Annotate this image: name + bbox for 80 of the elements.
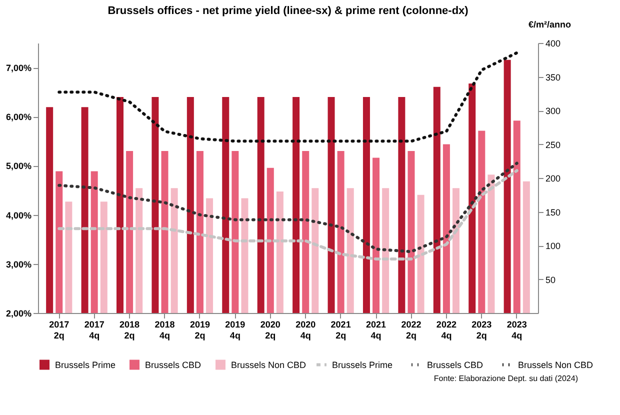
bar [417, 194, 424, 313]
x-tick-label: 2017 2q [49, 320, 70, 340]
y2-tick-label: 100 [546, 241, 561, 251]
bar [170, 188, 178, 313]
bar [372, 158, 380, 313]
bar [232, 151, 239, 313]
legend-label: Brussels Prime [332, 360, 393, 370]
line-series [58, 51, 518, 143]
legend-label: Brussels Non CBD [518, 360, 594, 370]
bar [346, 188, 354, 313]
y2-tick-label: 350 [546, 72, 561, 82]
bar [328, 97, 335, 313]
bar [452, 188, 460, 313]
bar [408, 151, 415, 313]
bar [90, 171, 98, 313]
bar [257, 97, 264, 313]
bar [266, 168, 274, 313]
bar [382, 188, 390, 313]
y2-tick-label: 150 [546, 207, 561, 218]
bar [302, 151, 310, 313]
bar [56, 171, 63, 313]
y-tick-label: 3,00% [6, 259, 32, 270]
bar [488, 174, 495, 313]
x-tick-label: 2018 2q [120, 320, 140, 340]
bar [241, 198, 248, 313]
bar [478, 130, 486, 313]
bar [100, 202, 108, 313]
bar [398, 97, 406, 313]
x-tick-label: 2020 2q [260, 320, 280, 340]
x-tick-label: 2023 4q [506, 320, 527, 340]
y2-tick-label: 50 [546, 274, 556, 285]
bar [276, 192, 284, 313]
bar [116, 97, 124, 313]
x-tick-label: 2022 4q [436, 320, 456, 340]
bar [522, 181, 530, 313]
x-tick-label: 2022 2q [401, 320, 422, 340]
y2-tick-label: 200 [546, 174, 561, 184]
bar [152, 97, 159, 313]
legend-label: Brussels Non CBD [231, 360, 307, 370]
y2-tick-label: 400 [546, 38, 561, 48]
legend-label: Brussels CBD [145, 360, 202, 370]
bar [504, 60, 511, 313]
bar [292, 97, 300, 313]
x-tick-label: 2019 4q [225, 320, 246, 340]
x-tick-label: 2020 4q [296, 320, 316, 340]
source-note: Fonte: Elaborazione Dept. su dati (2024) [434, 374, 578, 383]
y2-tick-label: 250 [546, 140, 561, 150]
bar [136, 188, 143, 313]
bar [513, 120, 520, 313]
bar [222, 97, 230, 313]
bar [161, 151, 168, 313]
bar [196, 151, 204, 313]
y-tick-label: 7,00% [6, 63, 32, 74]
y2-axis-title: €/m²/anno [528, 20, 572, 30]
bar [81, 107, 88, 313]
x-tick-label: 2018 4q [154, 320, 175, 340]
bar [433, 86, 440, 313]
bar [186, 97, 194, 313]
x-tick-label: 2023 2q [472, 320, 492, 340]
y-tick-label: 5,00% [6, 161, 32, 172]
bar [337, 151, 344, 313]
bar [65, 202, 72, 313]
legend-label: Brussels Prime [55, 360, 116, 370]
bar [442, 144, 450, 313]
x-tick-label: 2019 2q [190, 320, 210, 340]
bar [468, 84, 476, 313]
bar [126, 151, 134, 313]
y-tick-label: 2,00% [6, 308, 32, 318]
y2-tick-label: 300 [546, 106, 561, 116]
bar [312, 188, 319, 313]
y-tick-label: 6,00% [6, 112, 32, 122]
legend-label: Brussels CBD [427, 360, 484, 370]
bar [362, 97, 370, 313]
x-tick-label: 2021 2q [330, 320, 351, 340]
bar [46, 107, 54, 313]
chart-title: Brussels offices - net prime yield (linee-sx) & prime rent (colonne-dx) [108, 5, 469, 17]
x-tick-label: 2021 4q [366, 320, 386, 340]
y-tick-label: 4,00% [6, 210, 32, 220]
x-tick-label: 2017 4q [84, 320, 104, 340]
bar [206, 198, 214, 313]
